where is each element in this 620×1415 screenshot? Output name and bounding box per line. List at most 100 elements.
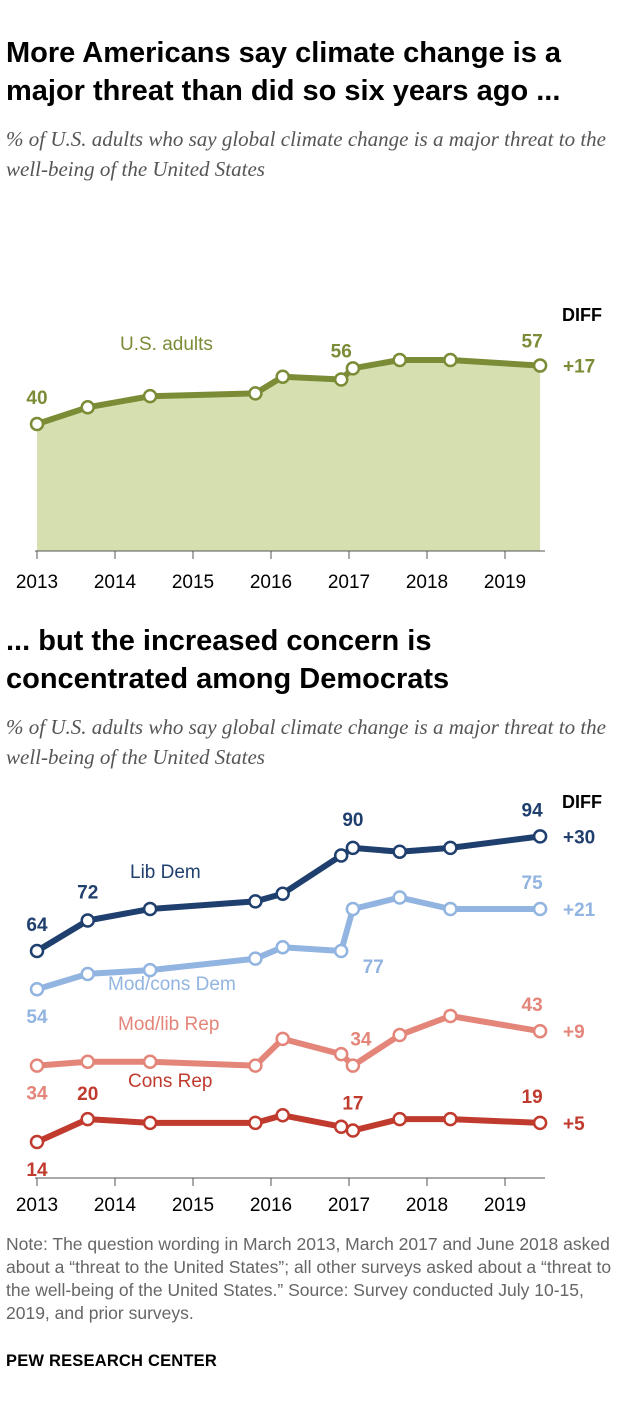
diff-header: DIFF: [562, 792, 602, 812]
diff-header: DIFF: [562, 305, 602, 325]
data-point-lib-dem-3: [248, 894, 263, 909]
x-tick-label: 2018: [406, 1195, 448, 1216]
data-point-1: [80, 400, 95, 415]
data-point-mod-cons-dem-0: [29, 981, 45, 997]
data-point-lib-dem-9: [532, 829, 548, 844]
data-label-cons-rep: 14: [26, 1160, 48, 1181]
data-label-cons-rep: 17: [342, 1094, 363, 1115]
x-tick-label: 2017: [328, 572, 370, 593]
data-label-mod-lib-rep: 34: [26, 1084, 48, 1105]
data-label-lib-dem: 94: [522, 800, 544, 821]
data-point-mod-cons-dem-8: [443, 901, 458, 917]
data-point-mod-lib-rep-1: [80, 1054, 95, 1070]
diff-value-lib-dem: +30: [563, 827, 595, 848]
series-label-us-adults: U.S. adults: [120, 334, 213, 355]
diff-value-mod-lib-rep: +9: [563, 1022, 585, 1043]
data-point-3: [248, 386, 263, 401]
data-point-cons-rep-4: [275, 1108, 290, 1123]
x-tick-label: 2018: [406, 572, 448, 593]
data-point-mod-cons-dem-9: [532, 901, 548, 917]
x-tick-label: 2019: [484, 1195, 526, 1216]
data-point-cons-rep-6: [345, 1123, 361, 1138]
data-point-cons-rep-7: [392, 1111, 407, 1127]
data-point-2: [142, 388, 158, 404]
diff-value-us-adults: +17: [563, 357, 595, 378]
data-point-mod-lib-rep-2: [142, 1054, 158, 1070]
data-point-mod-lib-rep-3: [248, 1058, 263, 1073]
data-point-mod-lib-rep-4: [275, 1031, 290, 1047]
data-point-cons-rep-0: [29, 1134, 45, 1150]
data-point-mod-lib-rep-9: [532, 1023, 548, 1039]
chart-title-top: More Americans say climate change is a m…: [6, 37, 562, 107]
x-tick-label: 2015: [172, 572, 214, 593]
chart-note: Note: The question wording in March 2013…: [6, 1233, 612, 1325]
data-point-lib-dem-4: [275, 886, 290, 901]
data-point-7: [392, 352, 407, 368]
data-label-lib-dem: 72: [77, 882, 98, 903]
area-fill: [37, 360, 541, 551]
data-label-cons-rep: 19: [522, 1087, 543, 1108]
diff-value-mod-cons-dem: +21: [563, 900, 596, 921]
us-adults-area-chart: 2013 2014 2015 2016 2017 2018 2019 40 56 57 U.S. a…: [16, 305, 602, 593]
x-tick-label: 2014: [94, 1195, 137, 1216]
data-point-5: [333, 372, 349, 387]
series-line-cons-rep: [35, 1112, 541, 1145]
data-point-lib-dem-8: [443, 840, 458, 856]
data-label-mod-cons-dem: 77: [363, 957, 384, 978]
note-text: Note: The question wording in March 2013…: [6, 1234, 612, 1300]
data-label: 40: [26, 388, 47, 409]
x-tick-label: 2016: [250, 572, 292, 593]
data-point-mod-cons-dem-6: [345, 901, 361, 917]
data-point-mod-cons-dem-5: [333, 943, 349, 959]
data-point-mod-cons-dem-4: [275, 939, 290, 955]
x-tick-label: 2013: [16, 572, 58, 593]
chart-title-bottom: ... but the increased concern is concent…: [6, 625, 450, 695]
data-point-8: [443, 352, 458, 368]
series-label-mod-lib-rep: Mod/lib Rep: [118, 1014, 219, 1035]
data-label-mod-cons-dem: 54: [26, 1007, 48, 1028]
series-label-mod-cons-dem: Mod/cons Dem: [108, 974, 236, 995]
data-point-cons-rep-2: [142, 1115, 158, 1131]
data-point-lib-dem-0: [29, 943, 45, 959]
data-label-cons-rep: 20: [77, 1084, 98, 1105]
pew-research-center-logo: PEW RESEARCH CENTER: [6, 1352, 217, 1370]
data-point-lib-dem-6: [345, 840, 361, 856]
diff-value-cons-rep: +5: [563, 1114, 585, 1135]
series-line-lib-dem: [35, 833, 541, 954]
data-point-mod-cons-dem-7: [392, 890, 407, 905]
data-label-lib-dem: 64: [26, 915, 48, 936]
series-line-mod-lib-rep: [36, 1013, 541, 1069]
data-point-cons-rep-1: [80, 1111, 95, 1127]
data-label-lib-dem: 90: [342, 810, 363, 831]
data-point-mod-cons-dem-2: [142, 962, 158, 978]
data-point-lib-dem-2: [142, 901, 158, 917]
data-point-cons-rep-3: [248, 1115, 263, 1131]
data-label: 57: [522, 332, 543, 353]
data-point-mod-cons-dem-3: [248, 951, 263, 966]
data-point-mod-lib-rep-6: [345, 1058, 361, 1073]
data-point-mod-lib-rep-0: [29, 1058, 45, 1073]
source-text: Source: Survey conducted July 10-15, 201…: [6, 1280, 584, 1323]
data-point-lib-dem-5: [333, 848, 349, 863]
data-point-6: [345, 361, 361, 376]
data-point-4: [275, 369, 290, 384]
data-point-lib-dem-1: [80, 913, 95, 928]
data-point-lib-dem-7: [392, 844, 407, 859]
data-point-cons-rep-8: [443, 1111, 458, 1127]
data-point-mod-lib-rep-8: [443, 1008, 458, 1024]
data-point-mod-cons-dem-1: [80, 966, 95, 982]
data-point-9: [532, 358, 548, 373]
series-line-us-adults: [36, 357, 541, 427]
x-tick-label: 2014: [94, 572, 137, 593]
x-tick-label: 2017: [328, 1195, 370, 1216]
data-label-mod-cons-dem: 75: [522, 873, 544, 894]
data-point-0: [29, 416, 45, 432]
x-tick-label: 2019: [484, 572, 526, 593]
data-point-cons-rep-5: [333, 1119, 349, 1134]
data-point-mod-lib-rep-5: [333, 1046, 349, 1062]
series-label-lib-dem: Lib Dem: [130, 862, 201, 883]
data-point-cons-rep-9: [532, 1115, 548, 1131]
series-label-cons-rep: Cons Rep: [128, 1071, 213, 1092]
data-label-mod-lib-rep: 43: [522, 995, 543, 1016]
